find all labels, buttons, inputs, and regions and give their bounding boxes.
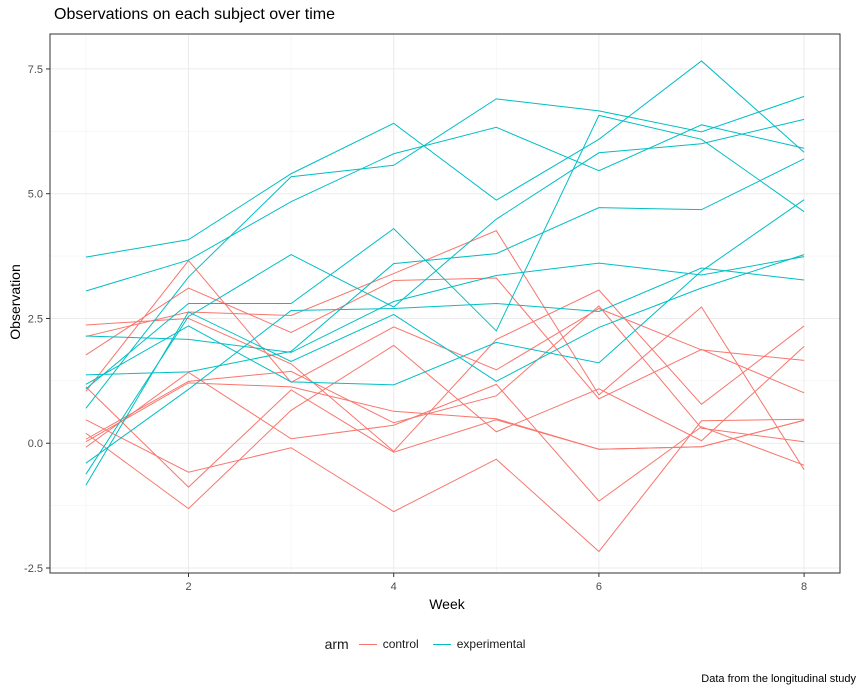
y-tick-label: 2.5	[28, 313, 43, 325]
series-line-experimental-17	[85, 199, 805, 386]
legend-item-control: control	[358, 637, 419, 651]
legend-item-experimental: experimental	[432, 637, 526, 651]
legend-label-experimental: experimental	[456, 637, 526, 651]
y-tick-label: 7.5	[28, 64, 43, 76]
series-line-experimental-15	[85, 95, 805, 409]
x-tick-label: 6	[596, 581, 602, 593]
series-line-experimental-18	[85, 158, 805, 376]
series-line-experimental-20	[85, 114, 805, 390]
plot-panel-border	[49, 33, 841, 574]
y-tick-label: -2.5	[24, 563, 43, 575]
series-line-experimental-14	[85, 118, 805, 475]
series-line-experimental-19	[85, 267, 805, 464]
legend-title: arm	[324, 636, 349, 652]
y-tick-label: 0.0	[28, 438, 43, 450]
legend-label-control: control	[382, 637, 419, 651]
series-line-experimental-16	[85, 60, 805, 258]
y-tick-label: 5.0	[28, 189, 43, 201]
series-line-control-5	[85, 418, 805, 553]
chart-title: Observations on each subject over time	[54, 6, 336, 23]
series-line-control-1	[85, 344, 805, 510]
series-layer	[85, 60, 805, 553]
series-line-experimental-11	[85, 124, 805, 292]
series-line-control-8	[85, 371, 805, 502]
series-line-experimental-12	[85, 254, 805, 486]
series-line-control-10	[85, 230, 805, 470]
axis-layer: 2 4 6 8 -2.5 0.0 2.5 5.0 7.5	[24, 64, 807, 593]
legend: arm control experimental	[0, 636, 864, 652]
grid-layer	[50, 34, 840, 573]
chart-caption: Data from the longitudinal study	[701, 673, 856, 685]
series-line-control-2	[85, 386, 805, 488]
series-line-control-6	[85, 289, 805, 452]
legend-swatch-control	[358, 643, 377, 645]
legend-swatch-experimental	[432, 643, 451, 645]
x-axis-label: Week	[429, 596, 466, 612]
x-tick-label: 8	[801, 581, 807, 593]
series-line-experimental-13	[85, 256, 805, 353]
x-tick-label: 4	[391, 581, 397, 593]
series-line-control-7	[85, 382, 805, 450]
x-tick-label: 2	[185, 581, 191, 593]
series-line-control-9	[85, 305, 805, 443]
y-axis-label: Observation	[7, 264, 23, 339]
